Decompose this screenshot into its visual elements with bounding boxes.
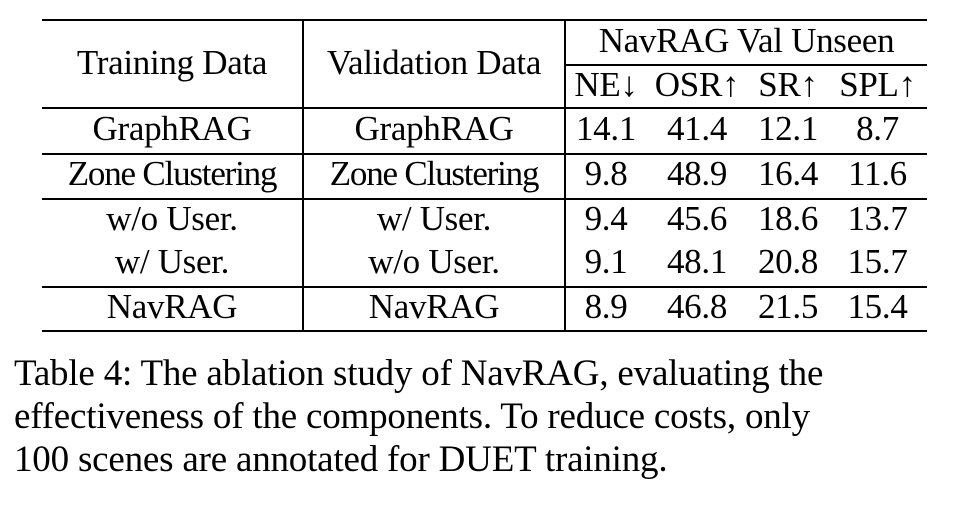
header-group-navrag-val-unseen: NavRAG Val Unseen [598,21,895,60]
group-header-rule [564,64,927,66]
table-top-rule [42,19,927,21]
sr-value: 12.1 [757,109,819,148]
column-divider-2 [564,20,566,331]
table-bottom-rule [42,330,927,332]
validation-cell: GraphRAG [354,109,514,148]
spl-value: 15.7 [847,242,908,281]
validation-cell: w/o User. [368,242,500,281]
caption-line: Table 4: The ablation study of NavRAG, e… [14,353,824,394]
header-metric-ne: NE↓ [574,65,638,104]
header-bottom-rule [42,107,927,109]
header-metric-sr: SR↑ [758,65,818,104]
spl-value: 13.7 [847,199,908,238]
training-cell: NavRAG [106,287,238,326]
training-cell: GraphRAG [92,109,252,148]
validation-cell: Zone Clustering [329,154,540,193]
spl-value: 11.6 [848,154,907,193]
ne-value: 9.1 [584,242,628,281]
osr-value: 48.1 [666,242,728,281]
ne-value: 9.8 [584,154,628,193]
row-rule-3 [42,286,927,288]
header-validation-data: Validation Data [326,43,542,82]
training-cell: w/ User. [114,242,230,281]
sr-value: 21.5 [757,287,819,326]
header-training-data: Training Data [76,43,268,82]
sr-value: 18.6 [757,199,819,238]
ne-value: 14.1 [575,109,637,148]
ne-value: 9.4 [584,199,628,238]
training-cell: Zone Clustering [67,154,278,193]
osr-value: 45.6 [666,199,728,238]
sr-value: 20.8 [757,242,819,281]
row-rule-1 [42,153,927,155]
validation-cell: w/ User. [376,199,492,238]
osr-value: 41.4 [666,109,728,148]
header-metric-osr: OSR↑ [654,65,740,104]
column-divider-1 [302,20,304,331]
ne-value: 8.9 [584,287,628,326]
training-cell: w/o User. [106,199,238,238]
row-rule-2 [42,198,927,200]
caption-line: 100 scenes are annotated for DUET traini… [14,439,668,480]
sr-value: 16.4 [757,154,819,193]
header-metric-spl: SPL↑ [839,65,916,104]
validation-cell: NavRAG [368,287,500,326]
osr-value: 46.8 [666,287,728,326]
spl-value: 15.4 [847,287,908,326]
table-caption: Table 4: The ablation study of NavRAG, e… [14,352,964,481]
spl-value: 8.7 [856,109,899,148]
caption-line: effectiveness of the components. To redu… [14,396,810,437]
osr-value: 48.9 [666,154,728,193]
